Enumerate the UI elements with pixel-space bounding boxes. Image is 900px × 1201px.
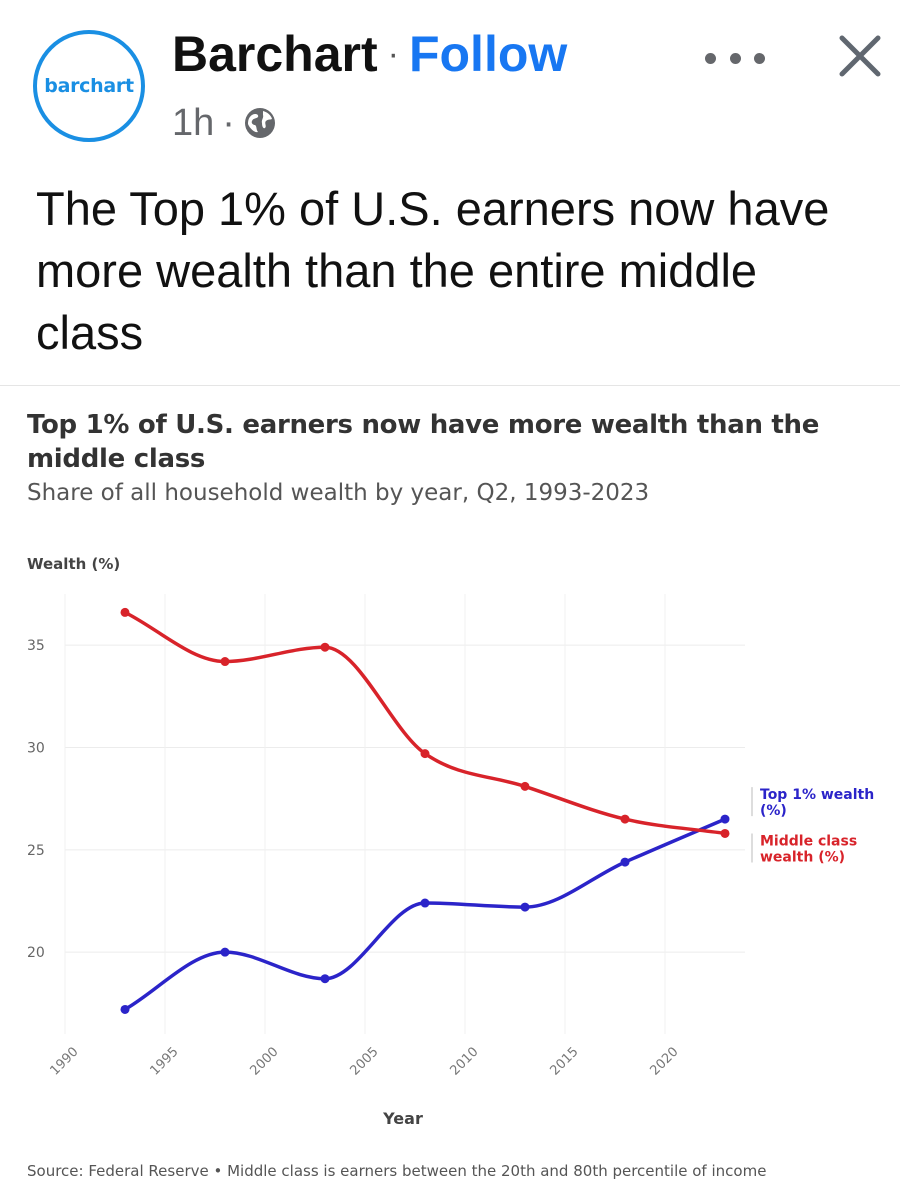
data-point-middle-class — [420, 749, 430, 759]
data-point-middle-class — [720, 828, 730, 838]
data-point-top-1-percent — [620, 857, 630, 867]
data-point-top-1-percent — [120, 1004, 130, 1014]
data-point-middle-class — [520, 781, 530, 791]
y-tick-label: 35 — [27, 638, 45, 654]
x-tick-label: 2005 — [348, 1045, 382, 1079]
data-point-middle-class — [120, 607, 130, 617]
y-tick-label: 25 — [27, 843, 45, 859]
x-tick-label: 1990 — [48, 1045, 82, 1079]
series-label-middle-class: Middle class — [760, 833, 857, 849]
x-tick-label: 2010 — [448, 1045, 482, 1079]
data-point-top-1-percent — [220, 947, 230, 957]
line-chart: Wealth (%) 20 25 30 35 1990 1995 2000 2005 2010 20… — [27, 555, 874, 1128]
author-name[interactable]: Barchart — [172, 26, 378, 82]
data-point-middle-class — [320, 642, 330, 652]
series-label-middle-class: wealth (%) — [760, 849, 845, 865]
data-point-top-1-percent — [420, 898, 430, 908]
chart-title: Top 1% of U.S. earners now have more wea… — [27, 410, 820, 474]
series-label-top-1-percent: (%) — [760, 803, 787, 819]
chart-source: Source: Federal Reserve • Middle class i… — [27, 1162, 767, 1180]
chart-subtitle: Share of all household wealth by year, Q… — [27, 480, 650, 506]
x-tick-label: 2015 — [548, 1045, 582, 1079]
avatar-logo-text: barchart — [44, 75, 134, 97]
avatar[interactable]: barchart — [33, 30, 145, 142]
data-point-middle-class — [220, 657, 230, 667]
y-tick-label: 30 — [27, 740, 45, 756]
meta-separator: · — [222, 101, 235, 144]
series-label-top-1-percent: Top 1% wealth — [760, 787, 874, 803]
x-tick-label: 1995 — [148, 1045, 182, 1079]
series-line-top-1-percent — [124, 817, 726, 1011]
y-tick-label: 20 — [27, 945, 45, 961]
x-tick-label: 2020 — [648, 1045, 682, 1079]
close-icon[interactable] — [836, 32, 884, 80]
y-axis-title: Wealth (%) — [27, 555, 120, 573]
data-point-top-1-percent — [320, 974, 330, 984]
post-text: The Top 1% of U.S. earners now have more… — [36, 182, 830, 359]
post-time[interactable]: 1h — [172, 101, 215, 144]
x-tick-label: 2000 — [248, 1045, 282, 1079]
separator-dot: · — [387, 34, 399, 73]
post-meta: 1h · — [172, 100, 277, 146]
chart-card[interactable]: Top 1% of U.S. earners now have more wea… — [0, 385, 900, 1201]
globe-icon — [244, 108, 275, 138]
more-dots-icon[interactable] — [705, 40, 765, 76]
data-point-top-1-percent — [520, 902, 530, 912]
x-axis-title: Year — [382, 1109, 423, 1128]
post-header: barchart Barchart · Follow 1h · — [0, 0, 900, 170]
author-line: Barchart · Follow — [172, 24, 567, 84]
data-point-middle-class — [620, 814, 630, 824]
data-point-top-1-percent — [720, 814, 730, 824]
follow-button[interactable]: Follow — [408, 26, 568, 82]
